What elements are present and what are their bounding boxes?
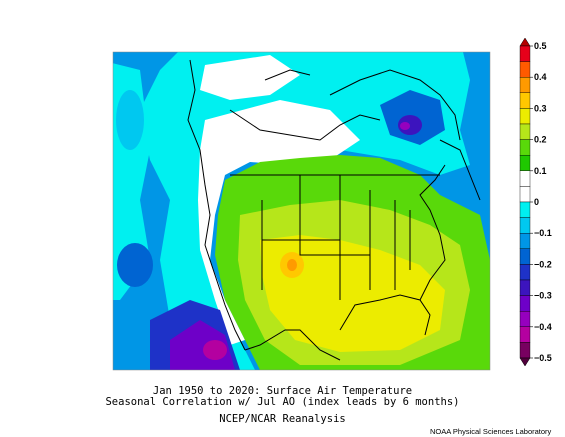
colorbar-bin bbox=[519, 326, 531, 343]
colorbar-bottom-arrow bbox=[519, 357, 531, 367]
colorbar-bin bbox=[519, 45, 531, 62]
colorbar-bin bbox=[519, 295, 531, 312]
colorbar-tick-label: 0.3 bbox=[534, 103, 547, 113]
colorbar-bin bbox=[519, 77, 531, 94]
colorbar-bin bbox=[519, 108, 531, 125]
field-purple-ne bbox=[398, 115, 422, 135]
map-frame bbox=[112, 51, 491, 371]
colorbar-tick-label: −0.5 bbox=[534, 353, 552, 363]
field-neutral-north bbox=[200, 55, 300, 100]
title-line-1: Jan 1950 to 2020: Surface Air Temperatur… bbox=[152, 385, 413, 397]
field-hotspot-core bbox=[287, 259, 297, 271]
colorbar-bin bbox=[519, 186, 531, 203]
colorbar-tick-label: −0.2 bbox=[534, 259, 552, 269]
colorbar-bin bbox=[519, 123, 531, 140]
colorbar-bin bbox=[519, 154, 531, 171]
colorbar-tick-label: 0.4 bbox=[534, 72, 547, 82]
credit-text: NOAA Physical Sciences Laboratory bbox=[430, 427, 552, 436]
colorbar-bin bbox=[519, 201, 531, 218]
colorbar-bin bbox=[519, 232, 531, 249]
colorbar-bin bbox=[519, 139, 531, 156]
map-outlines bbox=[187, 59, 481, 361]
colorbar-top-arrow bbox=[519, 38, 531, 47]
colorbar-bin bbox=[519, 342, 531, 359]
field-cyan-blob-w bbox=[117, 243, 153, 287]
colorbar-bin bbox=[519, 61, 531, 78]
colorbar-bin bbox=[519, 311, 531, 328]
title-line-2: Seasonal Correlation w/ Jul AO (index le… bbox=[105, 396, 460, 408]
colorbar-bin bbox=[519, 248, 531, 265]
field-yellow bbox=[260, 235, 445, 352]
colorbar-tick-label: 0.1 bbox=[534, 166, 547, 176]
field-violet-ne bbox=[400, 122, 410, 130]
colorbar-tick-label: −0.3 bbox=[534, 291, 552, 301]
colorbar-tick-label: −0.4 bbox=[534, 322, 552, 332]
colorbar-tick-label: −0.1 bbox=[534, 228, 552, 238]
colorbar-tick-label: 0 bbox=[534, 197, 539, 207]
colorbar-bin bbox=[519, 92, 531, 109]
colorbar-tick-label: 0.5 bbox=[534, 41, 547, 51]
field-magenta-sw bbox=[203, 340, 227, 360]
colorbar-tick-label: 0.2 bbox=[534, 135, 547, 145]
colorbar-bin bbox=[519, 217, 531, 234]
field-blue-nw bbox=[116, 90, 144, 150]
colorbar-bin bbox=[519, 279, 531, 296]
colorbar-bin bbox=[519, 170, 531, 187]
subtitle: NCEP/NCAR Reanalysis bbox=[219, 413, 346, 425]
colorbar: 0.5 0.4 0.3 0.2 0.1 0 −0.1 −0.2 −0.3 −0.4 −0.5 bbox=[519, 38, 552, 367]
colorbar-bin bbox=[519, 264, 531, 281]
